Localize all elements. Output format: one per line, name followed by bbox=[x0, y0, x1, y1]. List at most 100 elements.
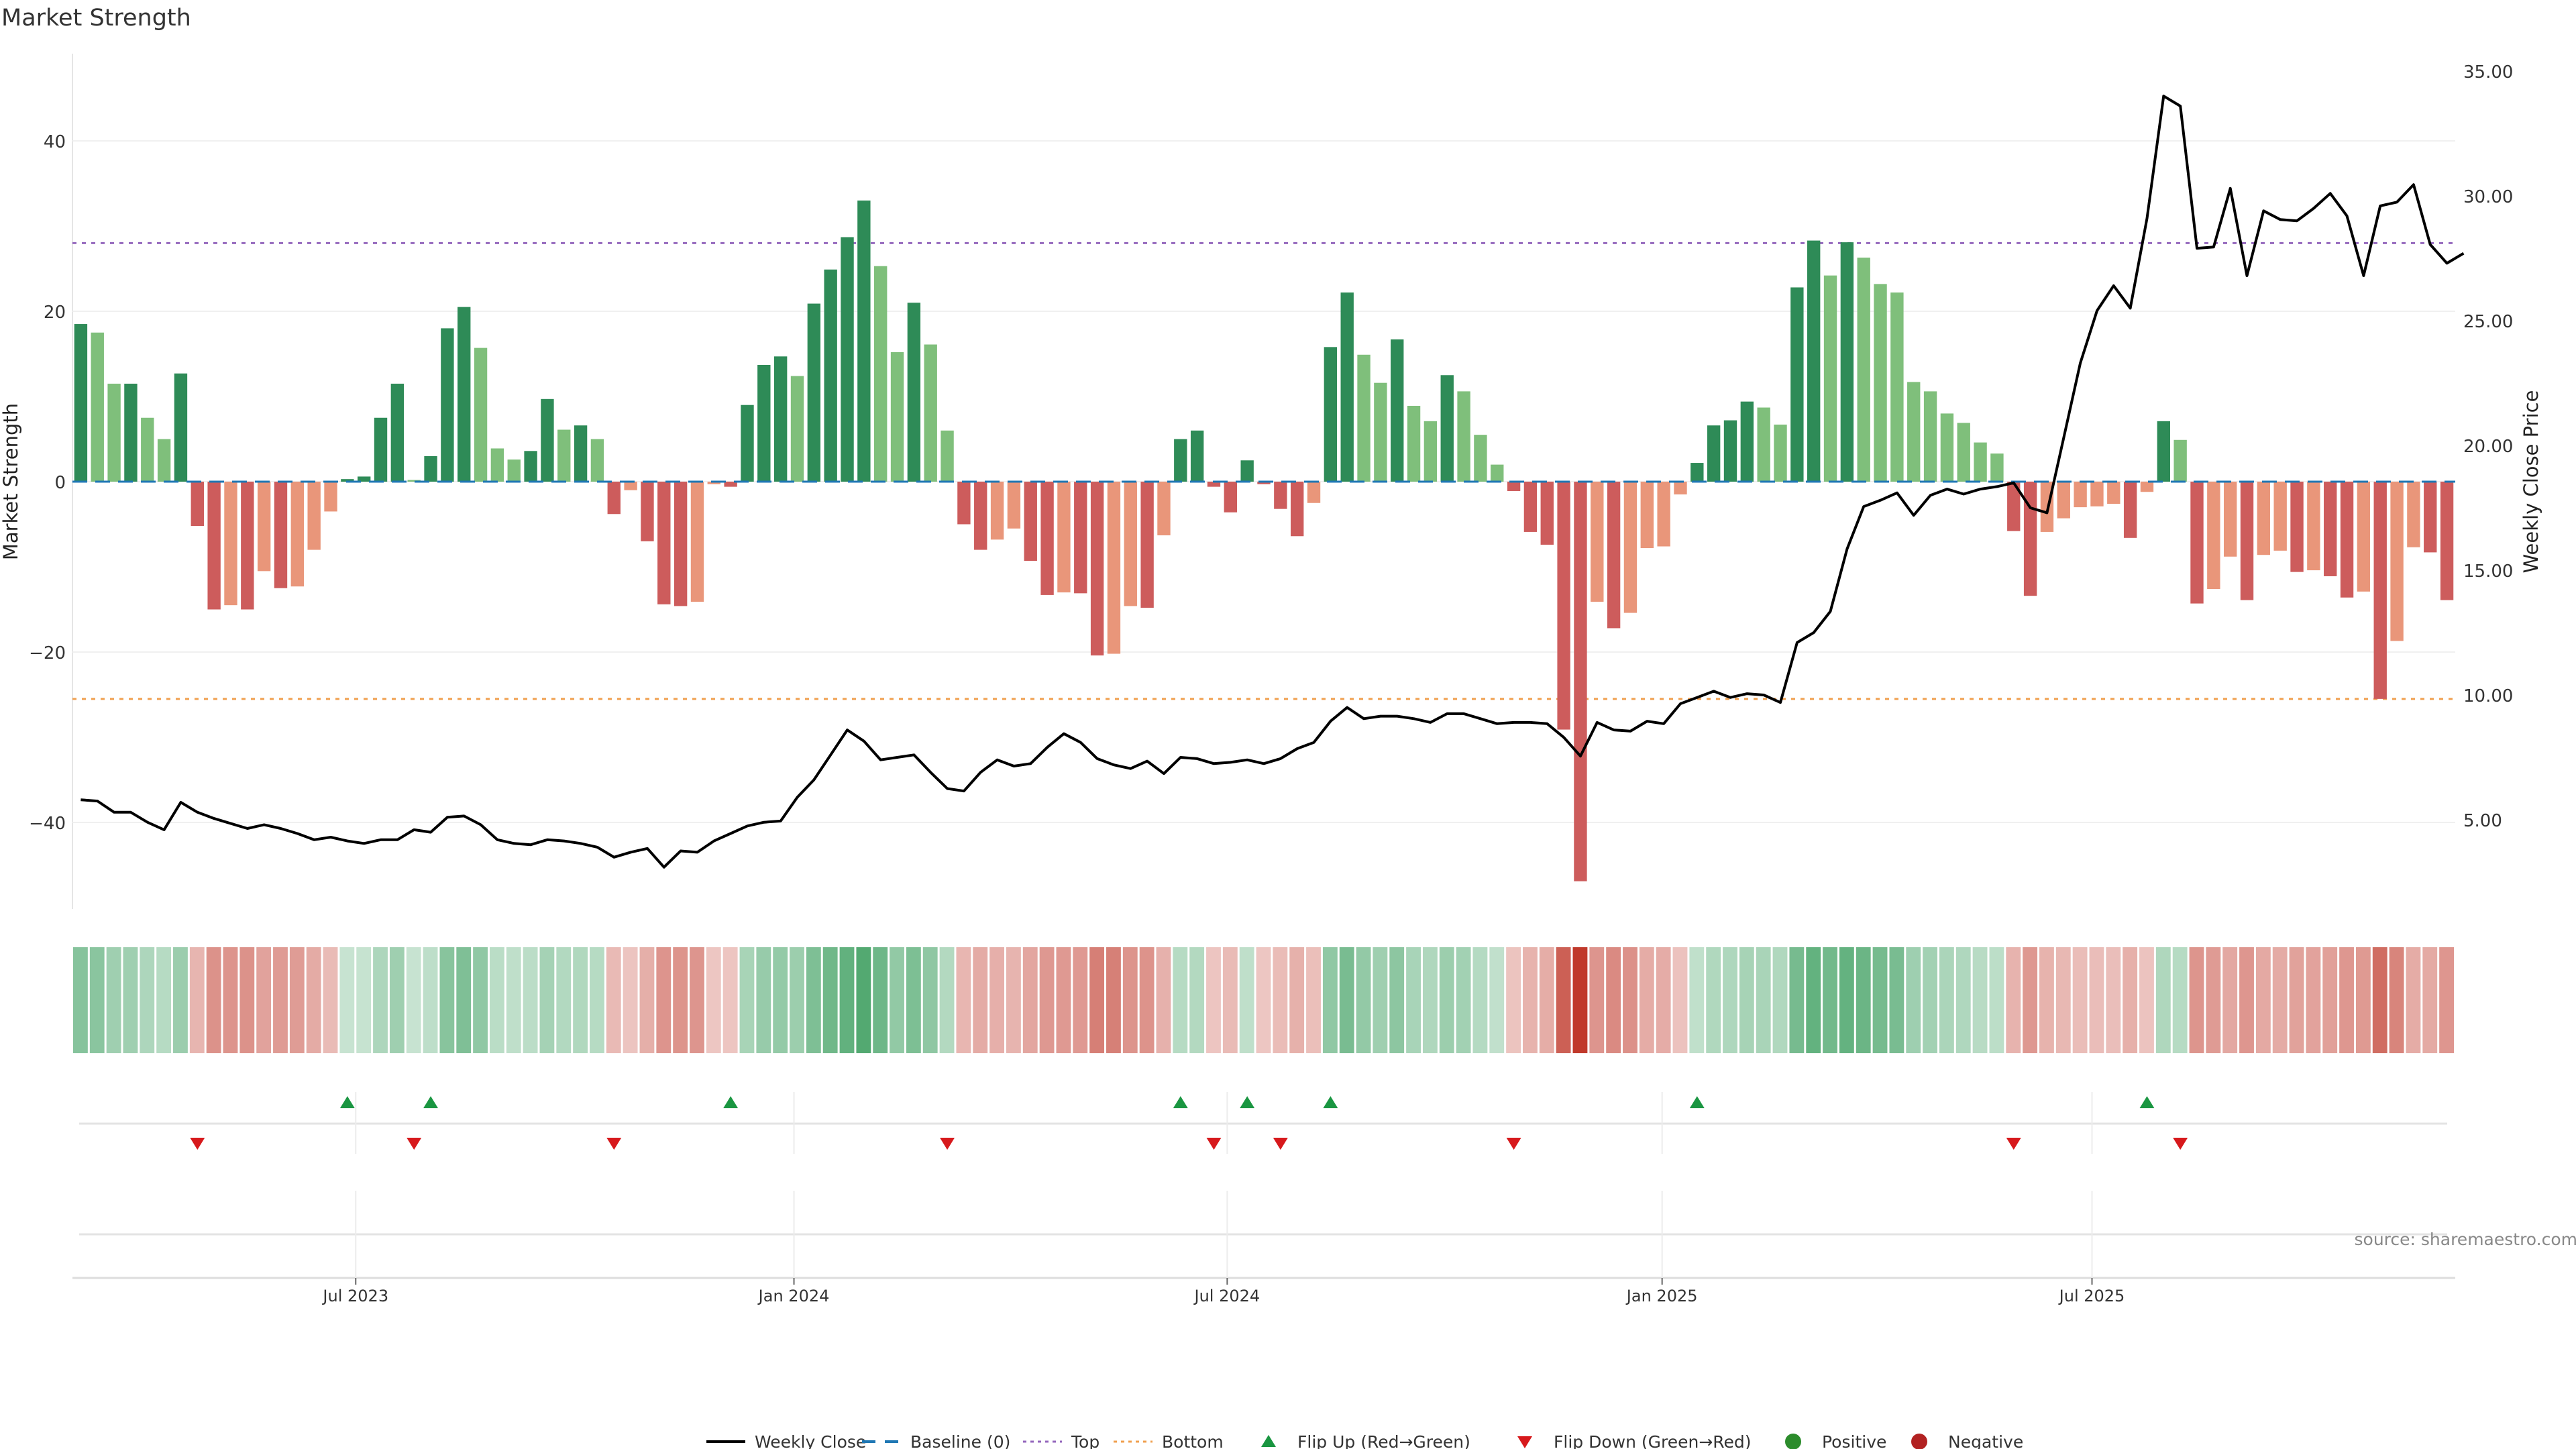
strength-bar bbox=[424, 455, 437, 482]
y-right-tick: 35.00 bbox=[2463, 62, 2513, 83]
strength-bar bbox=[974, 482, 987, 550]
strength-bar bbox=[1923, 391, 1937, 482]
heatstrip-cell bbox=[590, 947, 604, 1053]
heatstrip-cell bbox=[1539, 947, 1554, 1053]
heatstrip-cell bbox=[89, 947, 105, 1053]
heatstrip-cell bbox=[2072, 947, 2088, 1053]
heatstrip-cell bbox=[639, 947, 655, 1053]
flip-down-marker bbox=[2173, 1138, 2188, 1150]
heatstrip-cell bbox=[1039, 947, 1055, 1053]
heatstrip-cell bbox=[839, 947, 855, 1053]
strength-bar bbox=[1391, 339, 1404, 482]
left-axis-ticks: 40 20 0 −20 −40 bbox=[29, 132, 66, 834]
heatstrip-cell bbox=[1106, 947, 1121, 1053]
heatstrip-cell bbox=[323, 947, 338, 1053]
strength-bar bbox=[574, 425, 588, 482]
x-tick-label: Jan 2024 bbox=[757, 1287, 830, 1305]
y-right-tick: 25.00 bbox=[2463, 312, 2513, 332]
strength-bar bbox=[2273, 482, 2287, 551]
heatstrip-cell bbox=[1273, 947, 1288, 1053]
strength-bar bbox=[741, 405, 754, 482]
heatstrip-cell bbox=[673, 947, 688, 1053]
heatstrip-cell bbox=[339, 947, 355, 1053]
heatstrip-cell bbox=[223, 947, 238, 1053]
legend-symbol bbox=[1911, 1434, 1927, 1449]
strength-bar bbox=[2440, 482, 2454, 600]
heatstrip-cell bbox=[1256, 947, 1271, 1053]
signal-panel bbox=[72, 1233, 2455, 1279]
strength-bar bbox=[2257, 482, 2271, 555]
legend-label: Top bbox=[1071, 1432, 1099, 1449]
strength-bar bbox=[2140, 482, 2154, 492]
strength-bar bbox=[407, 480, 421, 482]
strength-bar bbox=[490, 448, 504, 482]
y-left-label: Market Strength bbox=[0, 403, 22, 560]
heatstrip-cell bbox=[1756, 947, 1771, 1053]
heatstrip-cell bbox=[2155, 947, 2171, 1053]
legend-label: Baseline (0) bbox=[910, 1432, 1010, 1449]
strength-bar bbox=[824, 269, 837, 482]
strength-bar bbox=[2190, 482, 2204, 604]
flip-down-marker bbox=[1206, 1138, 1222, 1150]
heatstrip-cell bbox=[2439, 947, 2454, 1053]
heatstrip-cell bbox=[539, 947, 555, 1053]
strength-bar bbox=[1324, 347, 1338, 482]
x-tick-label: Jul 2024 bbox=[1193, 1287, 1260, 1305]
x-tick-label: Jul 2025 bbox=[2058, 1287, 2125, 1305]
strength-bar bbox=[241, 482, 254, 610]
strength-bar bbox=[141, 417, 154, 482]
heatstrip-cell bbox=[256, 947, 272, 1053]
y-left-tick: 40 bbox=[44, 132, 66, 152]
heatstrip-cell bbox=[1872, 947, 1888, 1053]
flip-markers-panel bbox=[79, 1096, 2447, 1150]
strength-bar bbox=[1857, 257, 1870, 482]
strength-bar bbox=[1424, 421, 1438, 482]
heatstrip-cell bbox=[1723, 947, 1737, 1053]
heatstrip-cell bbox=[906, 947, 921, 1053]
y-left-tick: 20 bbox=[44, 303, 66, 323]
heatstrip-cell bbox=[173, 947, 188, 1053]
y-right-tick: 20.00 bbox=[2463, 437, 2513, 457]
strength-bar bbox=[1124, 482, 1137, 606]
strength-bar bbox=[874, 266, 888, 482]
heatstrip-cell bbox=[73, 947, 88, 1053]
heatstrip-cell bbox=[2189, 947, 2204, 1053]
heatstrip-cell bbox=[1589, 947, 1605, 1053]
heatstrip-cell bbox=[2272, 947, 2288, 1053]
heatstrip-cell bbox=[1289, 947, 1305, 1053]
strength-bar bbox=[1874, 284, 1887, 482]
heatstrip-cell bbox=[873, 947, 888, 1053]
strength-bar bbox=[2307, 482, 2320, 571]
strength-bar bbox=[857, 200, 871, 482]
heatstrip-cell bbox=[573, 947, 588, 1053]
right-axis-ticks: 5.00 10.00 15.00 20.00 25.00 30.00 35.00 bbox=[2463, 62, 2513, 831]
flip-up-marker bbox=[2139, 1096, 2155, 1108]
strength-bar bbox=[74, 324, 88, 482]
strength-bar bbox=[1240, 460, 1254, 482]
heatstrip-cell bbox=[1439, 947, 1454, 1053]
heatstrip-cell bbox=[822, 947, 838, 1053]
strength-bar bbox=[441, 328, 454, 482]
heatstrip-cell bbox=[2406, 947, 2421, 1053]
heatstrip-cell bbox=[1073, 947, 1088, 1053]
strength-bar bbox=[1491, 464, 1504, 482]
heatstrip-cell bbox=[1322, 947, 1338, 1053]
strength-bar bbox=[1690, 463, 1704, 482]
heatstrip-cell bbox=[206, 947, 221, 1053]
heatstrip-cell bbox=[406, 947, 421, 1053]
strength-bar bbox=[1074, 482, 1087, 594]
heatstrip-cell bbox=[1506, 947, 1521, 1053]
strength-bar bbox=[2174, 439, 2187, 482]
strength-bar bbox=[2407, 482, 2420, 547]
heatstrip-cell bbox=[1389, 947, 1405, 1053]
strength-bar bbox=[2223, 482, 2237, 557]
heatstrip-cell bbox=[156, 947, 172, 1053]
heatstrip-cell bbox=[939, 947, 955, 1053]
strength-bar bbox=[124, 383, 138, 482]
heatstrip-cell bbox=[2172, 947, 2188, 1053]
heatstrip-cell bbox=[1839, 947, 1854, 1053]
y-right-tick: 5.00 bbox=[2463, 811, 2502, 831]
heatstrip-cell bbox=[2006, 947, 2021, 1053]
heatstrip-cell bbox=[722, 947, 738, 1053]
heatstrip-cell bbox=[1523, 947, 1538, 1053]
